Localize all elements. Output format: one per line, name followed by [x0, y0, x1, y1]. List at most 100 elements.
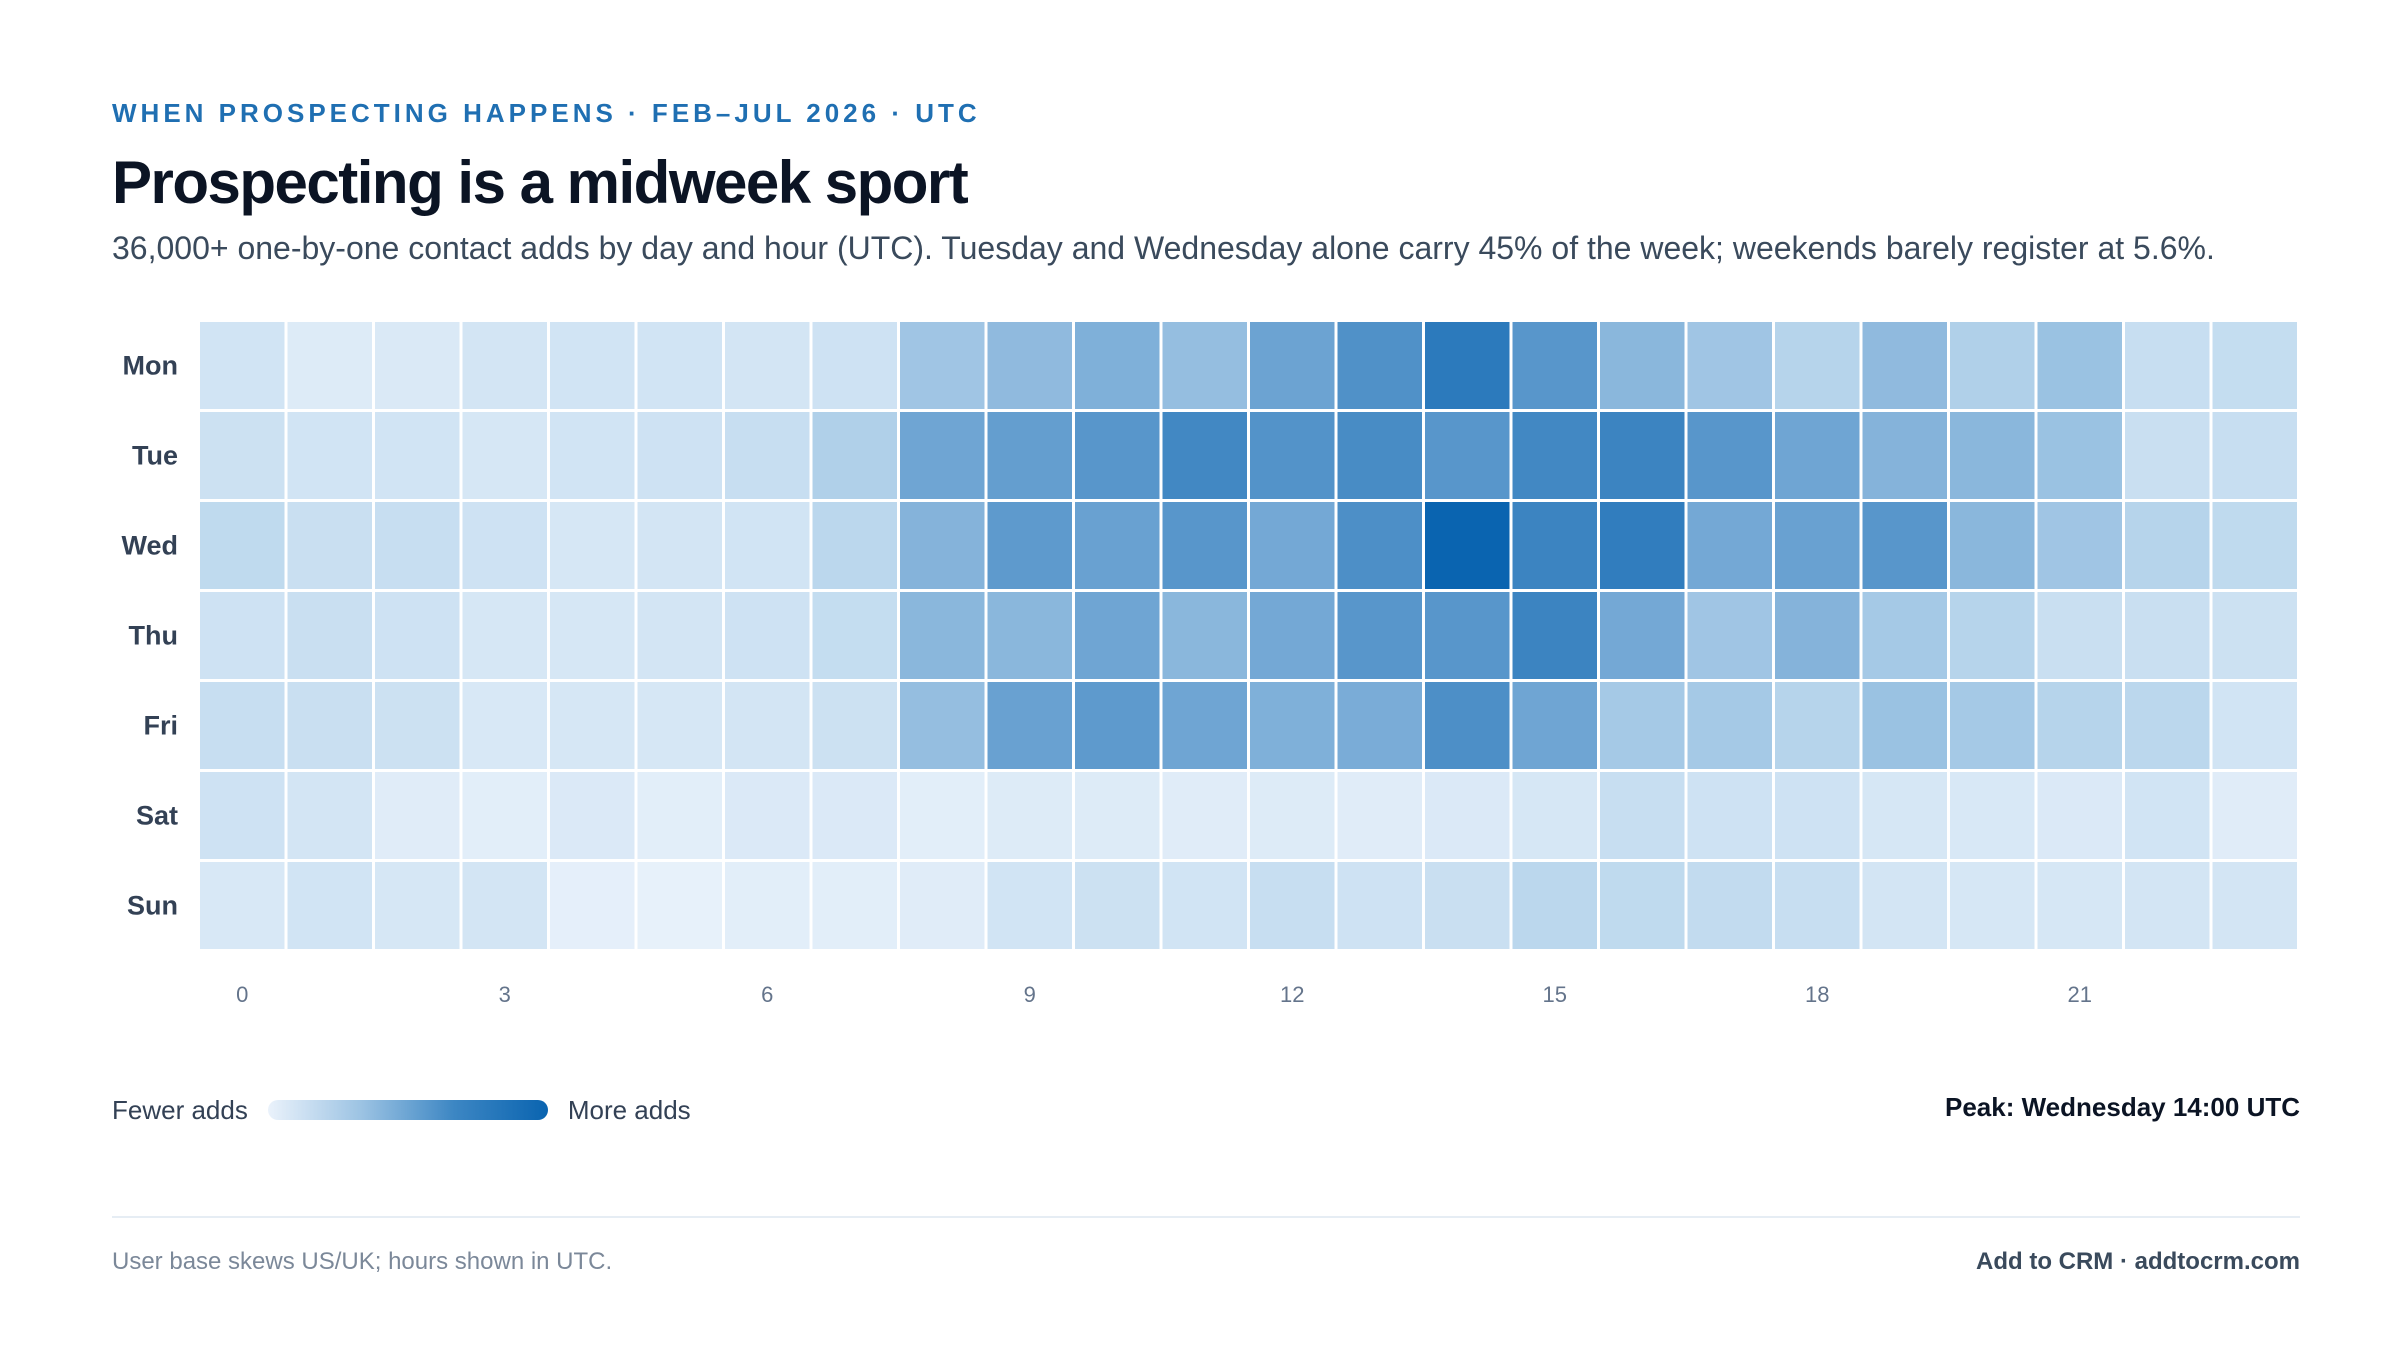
heatmap-cell-fri-13: [1337, 682, 1422, 769]
heatmap-cell-tue-14: [1425, 412, 1510, 499]
heatmap-cell-thu-12: [1250, 592, 1335, 679]
hour-tick-3: 3: [499, 982, 511, 1007]
heatmap-cell-tue-11: [1162, 412, 1247, 499]
heatmap-cell-tue-15: [1512, 412, 1597, 499]
heatmap-cell-wed-23: [2212, 502, 2297, 589]
chart-subtitle: 36,000+ one-by-one contact adds by day a…: [112, 230, 2215, 266]
heatmap-cell-tue-13: [1337, 412, 1422, 499]
heatmap-cell-tue-8: [900, 412, 985, 499]
heatmap-cell-sat-17: [1687, 772, 1772, 859]
heatmap-cell-wed-14: [1425, 502, 1510, 589]
heatmap-cell-wed-2: [375, 502, 460, 589]
heatmap-cell-mon-18: [1775, 322, 1860, 409]
heatmap-cell-mon-9: [987, 322, 1072, 409]
heatmap-cell-sat-8: [900, 772, 985, 859]
heatmap-cell-fri-16: [1600, 682, 1685, 769]
heatmap-cell-fri-7: [812, 682, 897, 769]
heatmap-cell-sun-16: [1600, 862, 1685, 949]
heatmap-cell-sat-3: [462, 772, 547, 859]
heatmap-cell-wed-4: [550, 502, 635, 589]
heatmap-cell-sat-4: [550, 772, 635, 859]
heatmap-cell-fri-4: [550, 682, 635, 769]
heatmap-cell-thu-13: [1337, 592, 1422, 679]
heatmap-cell-sun-9: [987, 862, 1072, 949]
heatmap-cell-thu-17: [1687, 592, 1772, 679]
heatmap-cell-thu-6: [725, 592, 810, 679]
heatmap-cell-sun-21: [2037, 862, 2122, 949]
heatmap-cell-mon-1: [287, 322, 372, 409]
heatmap-cell-sun-4: [550, 862, 635, 949]
heatmap-cell-thu-8: [900, 592, 985, 679]
heatmap-cell-mon-3: [462, 322, 547, 409]
heatmap-cell-mon-5: [637, 322, 722, 409]
footer-note: User base skews US/UK; hours shown in UT…: [112, 1248, 613, 1275]
heatmap-cell-tue-6: [725, 412, 810, 499]
hour-tick-21: 21: [2068, 982, 2092, 1007]
heatmap-cell-sun-15: [1512, 862, 1597, 949]
heatmap-cell-sat-16: [1600, 772, 1685, 859]
hour-tick-0: 0: [236, 982, 248, 1007]
heatmap-cell-tue-21: [2037, 412, 2122, 499]
heatmap-cell-tue-22: [2125, 412, 2210, 499]
day-label-wed: Wed: [121, 531, 178, 561]
heatmap-cell-sun-14: [1425, 862, 1510, 949]
heatmap-cell-sat-9: [987, 772, 1072, 859]
heatmap-cell-sat-6: [725, 772, 810, 859]
heatmap-cell-thu-11: [1162, 592, 1247, 679]
heatmap-cell-thu-5: [637, 592, 722, 679]
heatmap-cell-sun-12: [1250, 862, 1335, 949]
eyebrow-label: WHEN PROSPECTING HAPPENS · FEB–JUL 2026 …: [112, 98, 981, 128]
heatmap-cell-thu-10: [1075, 592, 1160, 679]
heatmap-cell-wed-13: [1337, 502, 1422, 589]
heatmap-cell-fri-0: [200, 682, 285, 769]
heatmap-cell-thu-7: [812, 592, 897, 679]
heatmap-cell-mon-11: [1162, 322, 1247, 409]
heatmap-cell-fri-10: [1075, 682, 1160, 769]
heatmap-cell-mon-15: [1512, 322, 1597, 409]
heatmap-cell-wed-16: [1600, 502, 1685, 589]
heatmap-cell-mon-21: [2037, 322, 2122, 409]
heatmap-cell-wed-1: [287, 502, 372, 589]
heatmap-cell-thu-22: [2125, 592, 2210, 679]
heatmap-cell-thu-0: [200, 592, 285, 679]
heatmap-cell-mon-2: [375, 322, 460, 409]
heatmap-cell-thu-18: [1775, 592, 1860, 679]
legend-high-label: More adds: [567, 1094, 691, 1125]
heatmap-cell-sat-2: [375, 772, 460, 859]
heatmap-cell-wed-0: [200, 502, 285, 589]
heatmap-cell-tue-0: [200, 412, 285, 499]
heatmap-cell-wed-15: [1512, 502, 1597, 589]
heatmap-cell-wed-19: [1862, 502, 1947, 589]
hour-tick-18: 18: [1805, 982, 1829, 1007]
hour-tick-9: 9: [1024, 982, 1036, 1007]
heatmap-cell-tue-12: [1250, 412, 1335, 499]
heatmap-cell-fri-9: [987, 682, 1072, 769]
heatmap-cell-tue-10: [1075, 412, 1160, 499]
heatmap-cell-mon-14: [1425, 322, 1510, 409]
heatmap-cell-mon-16: [1600, 322, 1685, 409]
heatmap-cell-sun-17: [1687, 862, 1772, 949]
heatmap-cell-mon-13: [1337, 322, 1422, 409]
heatmap-cell-mon-6: [725, 322, 810, 409]
heatmap-cell-wed-9: [987, 502, 1072, 589]
heatmap-cell-sat-21: [2037, 772, 2122, 859]
heatmap-cell-sat-5: [637, 772, 722, 859]
heatmap-cell-tue-3: [462, 412, 547, 499]
heatmap-cell-tue-5: [637, 412, 722, 499]
heatmap-cell-sun-5: [637, 862, 722, 949]
heatmap-cell-sat-0: [200, 772, 285, 859]
day-label-mon: Mon: [123, 351, 178, 381]
day-label-thu: Thu: [129, 621, 178, 651]
heatmap-cell-sat-7: [812, 772, 897, 859]
heatmap-cell-tue-18: [1775, 412, 1860, 499]
heatmap-cell-sat-23: [2212, 772, 2297, 859]
heatmap-cell-fri-21: [2037, 682, 2122, 769]
heatmap-cell-mon-19: [1862, 322, 1947, 409]
hour-tick-15: 15: [1543, 982, 1567, 1007]
heatmap-cell-fri-3: [462, 682, 547, 769]
chart-title: Prospecting is a midweek sport: [112, 149, 969, 216]
heatmap-cell-sat-20: [1950, 772, 2035, 859]
heatmap-cell-thu-4: [550, 592, 635, 679]
heatmap-cell-mon-8: [900, 322, 985, 409]
